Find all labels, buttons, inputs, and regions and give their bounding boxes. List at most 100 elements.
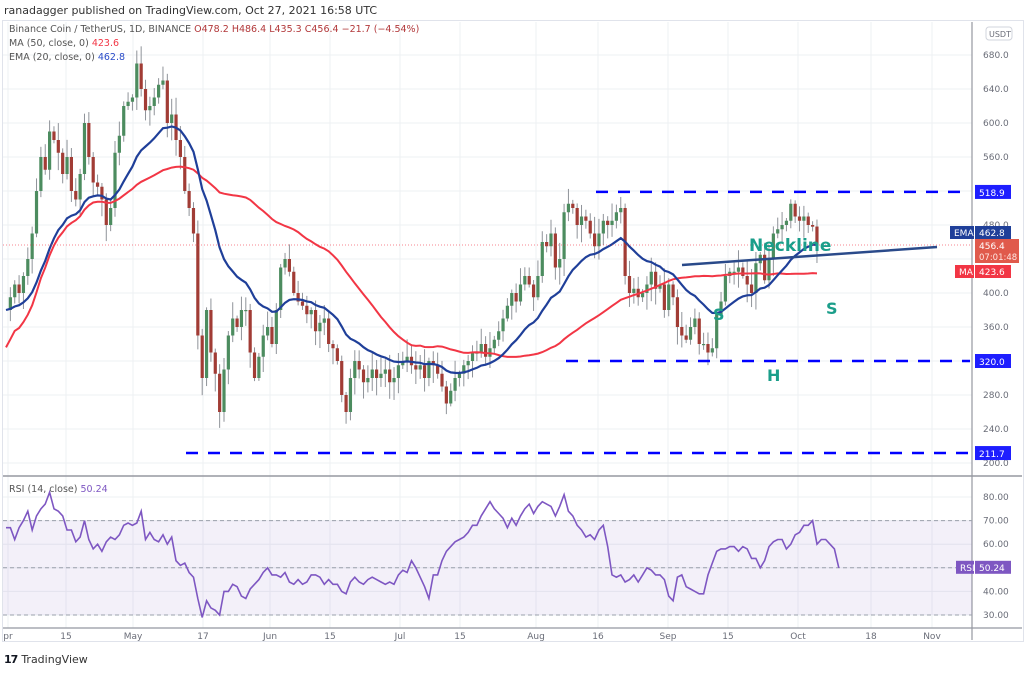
candle-up[interactable] — [614, 212, 618, 221]
candle-down[interactable] — [139, 63, 143, 90]
candle-up[interactable] — [540, 242, 544, 276]
candle-up[interactable] — [396, 365, 400, 378]
candle-up[interactable] — [723, 276, 727, 302]
candle-down[interactable] — [69, 157, 73, 191]
candle-down[interactable] — [811, 225, 815, 227]
candle-up[interactable] — [161, 80, 165, 85]
candle-down[interactable] — [87, 123, 91, 157]
brand-name[interactable]: TradingView — [21, 653, 88, 666]
candle-down[interactable] — [797, 216, 802, 221]
candle-down[interactable] — [436, 365, 440, 374]
candle-down[interactable] — [680, 327, 684, 336]
candle-up[interactable] — [802, 216, 806, 221]
candle-up[interactable] — [122, 106, 126, 136]
candle-up[interactable] — [505, 305, 509, 319]
candle-up[interactable] — [601, 220, 605, 234]
candle-up[interactable] — [784, 220, 789, 225]
ema-price-tag[interactable] — [975, 226, 1011, 239]
candle-up[interactable] — [152, 97, 156, 107]
candle-down[interactable] — [74, 191, 78, 200]
candle-up[interactable] — [34, 191, 39, 234]
candle-up[interactable] — [597, 233, 601, 247]
candle-down[interactable] — [357, 361, 361, 370]
candle-up[interactable] — [619, 208, 623, 213]
candle-up[interactable] — [702, 344, 706, 346]
candle-up[interactable] — [771, 233, 775, 260]
rsi-axis[interactable]: 80.00 70.00 60.00 40.00 30.00 — [983, 493, 1009, 621]
candle-down[interactable] — [749, 284, 754, 294]
candle-down[interactable] — [344, 395, 348, 412]
ema-tag-label[interactable] — [950, 226, 974, 239]
candle-down[interactable] — [91, 157, 95, 183]
candle-down[interactable] — [514, 293, 518, 302]
candle-up[interactable] — [479, 344, 483, 353]
candle-up[interactable] — [693, 318, 697, 328]
candle-up[interactable] — [501, 318, 505, 332]
candle-down[interactable] — [545, 242, 549, 247]
candle-up[interactable] — [518, 284, 523, 302]
candle-down[interactable] — [654, 271, 658, 289]
candle-down[interactable] — [191, 208, 196, 234]
candle-up[interactable] — [39, 157, 43, 191]
rsi-tag-label[interactable] — [956, 560, 974, 574]
candle-up[interactable] — [466, 361, 470, 366]
candle-up[interactable] — [348, 378, 353, 412]
candle-down[interactable] — [313, 310, 318, 332]
candle-down[interactable] — [218, 373, 222, 412]
candle-down[interactable] — [706, 344, 710, 353]
candle-up[interactable] — [401, 361, 405, 366]
candle-up[interactable] — [632, 288, 636, 293]
candle-up[interactable] — [523, 276, 527, 285]
candle-up[interactable] — [109, 208, 113, 225]
candle-up[interactable] — [379, 373, 383, 378]
candle-down[interactable] — [183, 157, 187, 191]
candle-down[interactable] — [444, 386, 448, 404]
candle-down[interactable] — [200, 335, 204, 379]
ma-legend[interactable]: MA (50, close, 0) 423.6 — [9, 38, 119, 49]
candle-down[interactable] — [327, 318, 331, 345]
candle-up[interactable] — [710, 348, 714, 353]
candle-down[interactable] — [100, 186, 104, 200]
candle-down[interactable] — [606, 220, 610, 225]
candle-up[interactable] — [418, 365, 422, 370]
candle-down[interactable] — [361, 369, 366, 383]
candle-up[interactable] — [170, 114, 174, 124]
candle-down[interactable] — [196, 233, 200, 336]
candle-down[interactable] — [52, 131, 56, 141]
candle-down[interactable] — [187, 191, 191, 208]
candle-up[interactable] — [257, 356, 261, 378]
time-axis[interactable]: pr 15 May 17 Jun 15 Jul 15 Aug 16 Sep 15 Oct 18 Nov — [3, 632, 941, 642]
candle-up[interactable] — [266, 327, 270, 336]
candle-up[interactable] — [789, 203, 793, 221]
rsi-line[interactable] — [6, 489, 840, 618]
candle-up[interactable] — [667, 284, 671, 311]
candle-up[interactable] — [353, 361, 357, 378]
candle-up[interactable] — [427, 361, 431, 378]
candle-up[interactable] — [117, 135, 121, 153]
ema20-line[interactable] — [5, 125, 817, 375]
candle-down[interactable] — [527, 276, 531, 285]
candle-down[interactable] — [235, 318, 239, 328]
candle-down[interactable] — [422, 365, 427, 378]
candle-down[interactable] — [305, 305, 309, 315]
candle-up[interactable] — [135, 63, 139, 98]
candle-down[interactable] — [440, 373, 444, 387]
candle-down[interactable] — [335, 348, 339, 361]
candle-down[interactable] — [165, 80, 169, 124]
candle-up[interactable] — [688, 327, 693, 340]
candle-down[interactable] — [671, 284, 675, 298]
candle-up[interactable] — [274, 310, 278, 344]
candle-up[interactable] — [492, 339, 496, 349]
candle-down[interactable] — [815, 226, 819, 246]
candle-up[interactable] — [558, 259, 562, 268]
candle-up[interactable] — [279, 267, 283, 311]
candle-up[interactable] — [497, 331, 501, 340]
candle-up[interactable] — [658, 284, 662, 289]
candle-up[interactable] — [754, 263, 758, 293]
candle-down[interactable] — [287, 259, 291, 272]
resistance-price-tag[interactable] — [975, 184, 1011, 199]
support-mid-price-tag[interactable] — [975, 354, 1011, 368]
candle-up[interactable] — [322, 318, 326, 323]
candle-up[interactable] — [370, 369, 374, 379]
candle-up[interactable] — [204, 310, 209, 378]
